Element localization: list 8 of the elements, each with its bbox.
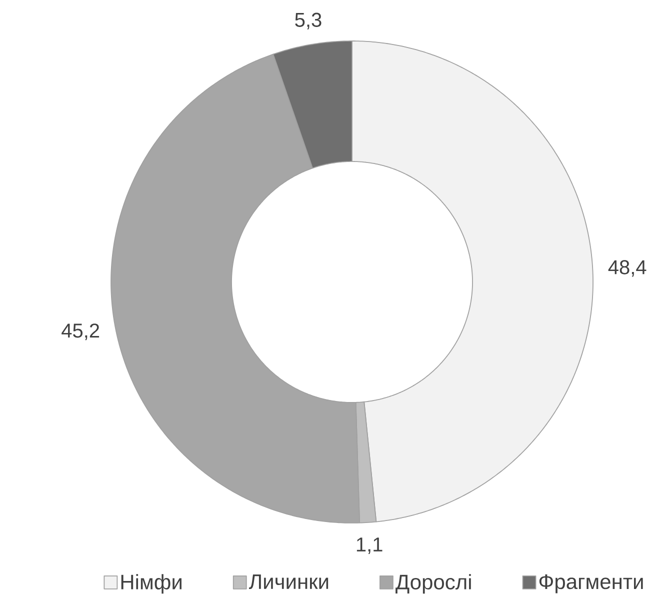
legend-label: Личинки — [249, 574, 328, 590]
data-label: 5,3 — [295, 12, 322, 30]
data-label: 48,4 — [608, 260, 646, 277]
data-label: 45,2 — [62, 324, 100, 340]
legend-label: Німфи — [121, 574, 182, 594]
data-label: 1,1 — [356, 538, 382, 554]
legend-label: Дорослі — [396, 574, 471, 594]
legend-label: Фрагменти — [539, 574, 643, 594]
